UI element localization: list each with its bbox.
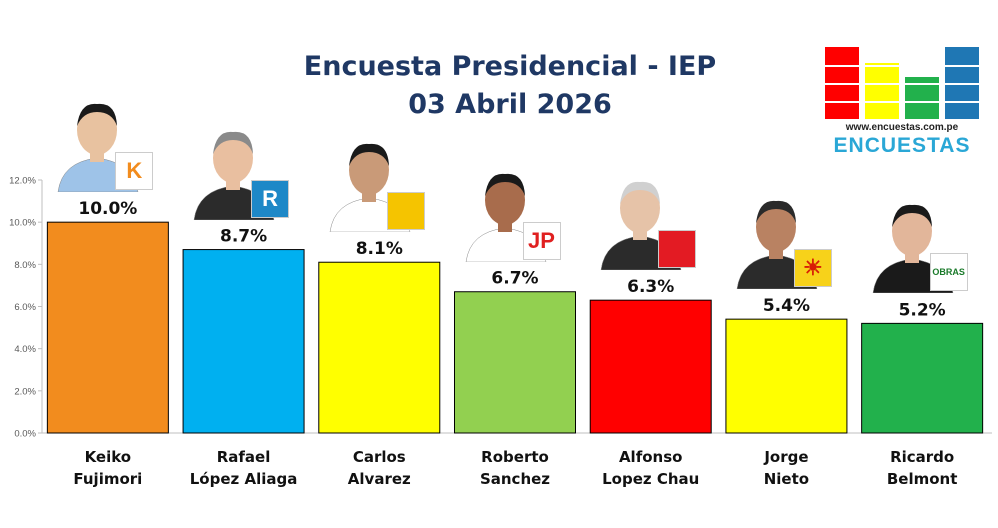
category-label-line: López Aliaga: [189, 470, 298, 488]
data-label-6: 5.4%: [763, 296, 810, 316]
party-logo-1: K: [115, 152, 154, 191]
party-logo-text: OBRAS: [932, 267, 965, 278]
party-logo-2: R: [251, 179, 290, 218]
data-label-2: 8.7%: [220, 227, 267, 247]
category-label-6: Jorge Nieto: [721, 446, 851, 490]
y-tick-label: 0.0%: [14, 429, 36, 440]
category-label-line: Ricardo: [890, 448, 955, 466]
logo-url-text: www.encuestas.com.pe: [845, 122, 959, 133]
bar-3: [318, 261, 441, 434]
y-tick-label: 12.0%: [9, 176, 36, 187]
category-label-1: Keiko Fujimori: [43, 446, 173, 490]
category-label-line: Jorge: [764, 448, 809, 466]
y-tick-label: 8.0%: [14, 260, 36, 271]
party-logo-3: [386, 192, 425, 231]
category-label-line: Roberto: [481, 448, 549, 466]
bar-6: [725, 318, 848, 434]
y-tick-label: 10.0%: [9, 218, 36, 229]
category-label-line: Belmont: [886, 470, 958, 488]
chart-title: Encuesta Presidencial - IEP: [303, 51, 717, 82]
chart-title-block: Encuesta Presidencial - IEP 03 Abril 202…: [290, 48, 730, 124]
chart-subtitle: 03 Abril 2026: [408, 89, 612, 120]
party-logo-4: JP: [522, 221, 561, 260]
y-tick-label: 2.0%: [14, 386, 36, 397]
party-logo-5: [658, 230, 697, 269]
bar-7: [861, 322, 984, 434]
logo-wordmark: ENCUESTAS: [833, 134, 971, 157]
party-logo-7: OBRAS: [929, 253, 968, 292]
data-label-1: 10.0%: [78, 199, 137, 219]
bar-1: [46, 221, 169, 434]
category-label-line: Lopez Chau: [602, 470, 700, 488]
y-tick-label: 4.0%: [14, 344, 36, 355]
bar-2: [182, 249, 305, 434]
party-logo-text: JP: [528, 227, 555, 253]
bar-5: [589, 299, 712, 434]
category-label-line: Rafael: [216, 448, 271, 466]
bar-4: [454, 291, 576, 434]
category-label-line: Carlos: [352, 448, 406, 466]
category-label-2: Rafael López Aliaga: [179, 446, 309, 490]
category-label-line: Sanchez: [479, 470, 551, 488]
category-label-line: Alfonso: [618, 448, 683, 466]
category-label-line: Keiko: [84, 448, 132, 466]
data-label-5: 6.3%: [627, 277, 674, 297]
data-label-7: 5.2%: [899, 300, 946, 320]
y-tick-label: 6.0%: [14, 302, 36, 313]
category-label-line: Alvarez: [347, 470, 411, 488]
party-logo-text: K: [126, 158, 143, 184]
encuestas-logo: www.encuestas.com.pe ENCUESTAS: [822, 47, 982, 159]
party-logo-text: R: [262, 185, 278, 211]
category-label-line: Fujimori: [73, 470, 143, 488]
logo-bar-yellow: [865, 63, 899, 119]
category-label-5: Alfonso Lopez Chau: [586, 446, 716, 490]
data-label-4: 6.7%: [491, 269, 538, 289]
category-label-line: Nieto: [763, 470, 810, 488]
category-label-7: Ricardo Belmont: [857, 446, 987, 490]
data-label-3: 8.1%: [356, 239, 403, 259]
category-label-4: Roberto Sanchez: [450, 446, 580, 490]
party-logo-text: ☀: [803, 255, 823, 281]
category-label-3: Carlos Alvarez: [314, 446, 444, 490]
party-logo-6: ☀: [793, 249, 832, 288]
